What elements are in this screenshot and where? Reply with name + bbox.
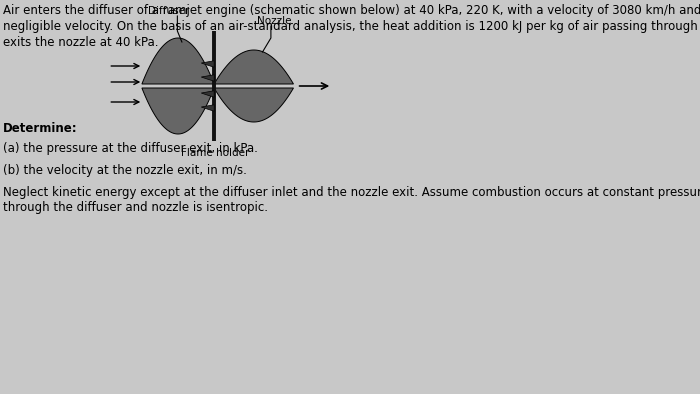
Text: negligible velocity. On the basis of an air-standard analysis, the heat addition: negligible velocity. On the basis of an … — [4, 20, 700, 33]
Text: Flame holder: Flame holder — [181, 148, 250, 158]
Polygon shape — [201, 91, 214, 97]
Polygon shape — [201, 75, 214, 81]
Text: Diffuser: Diffuser — [148, 6, 190, 16]
Text: through the diffuser and nozzle is isentropic.: through the diffuser and nozzle is isent… — [4, 201, 268, 214]
Text: Nozzle: Nozzle — [257, 16, 291, 26]
Text: Determine:: Determine: — [4, 122, 78, 135]
Text: Air enters the diffuser of a ramjet engine (schematic shown below) at 40 kPa, 22: Air enters the diffuser of a ramjet engi… — [4, 4, 700, 17]
Polygon shape — [214, 50, 293, 84]
Polygon shape — [142, 38, 214, 84]
Text: Neglect kinetic energy except at the diffuser inlet and the nozzle exit. Assume : Neglect kinetic energy except at the dif… — [4, 186, 700, 199]
Text: exits the nozzle at 40 kPa.: exits the nozzle at 40 kPa. — [4, 36, 159, 49]
Polygon shape — [201, 61, 214, 67]
Polygon shape — [214, 88, 293, 122]
Text: (b) the velocity at the nozzle exit, in m/s.: (b) the velocity at the nozzle exit, in … — [4, 164, 247, 177]
Polygon shape — [201, 105, 214, 111]
Polygon shape — [142, 88, 214, 134]
Text: (a) the pressure at the diffuser exit, in kPa.: (a) the pressure at the diffuser exit, i… — [4, 142, 258, 155]
